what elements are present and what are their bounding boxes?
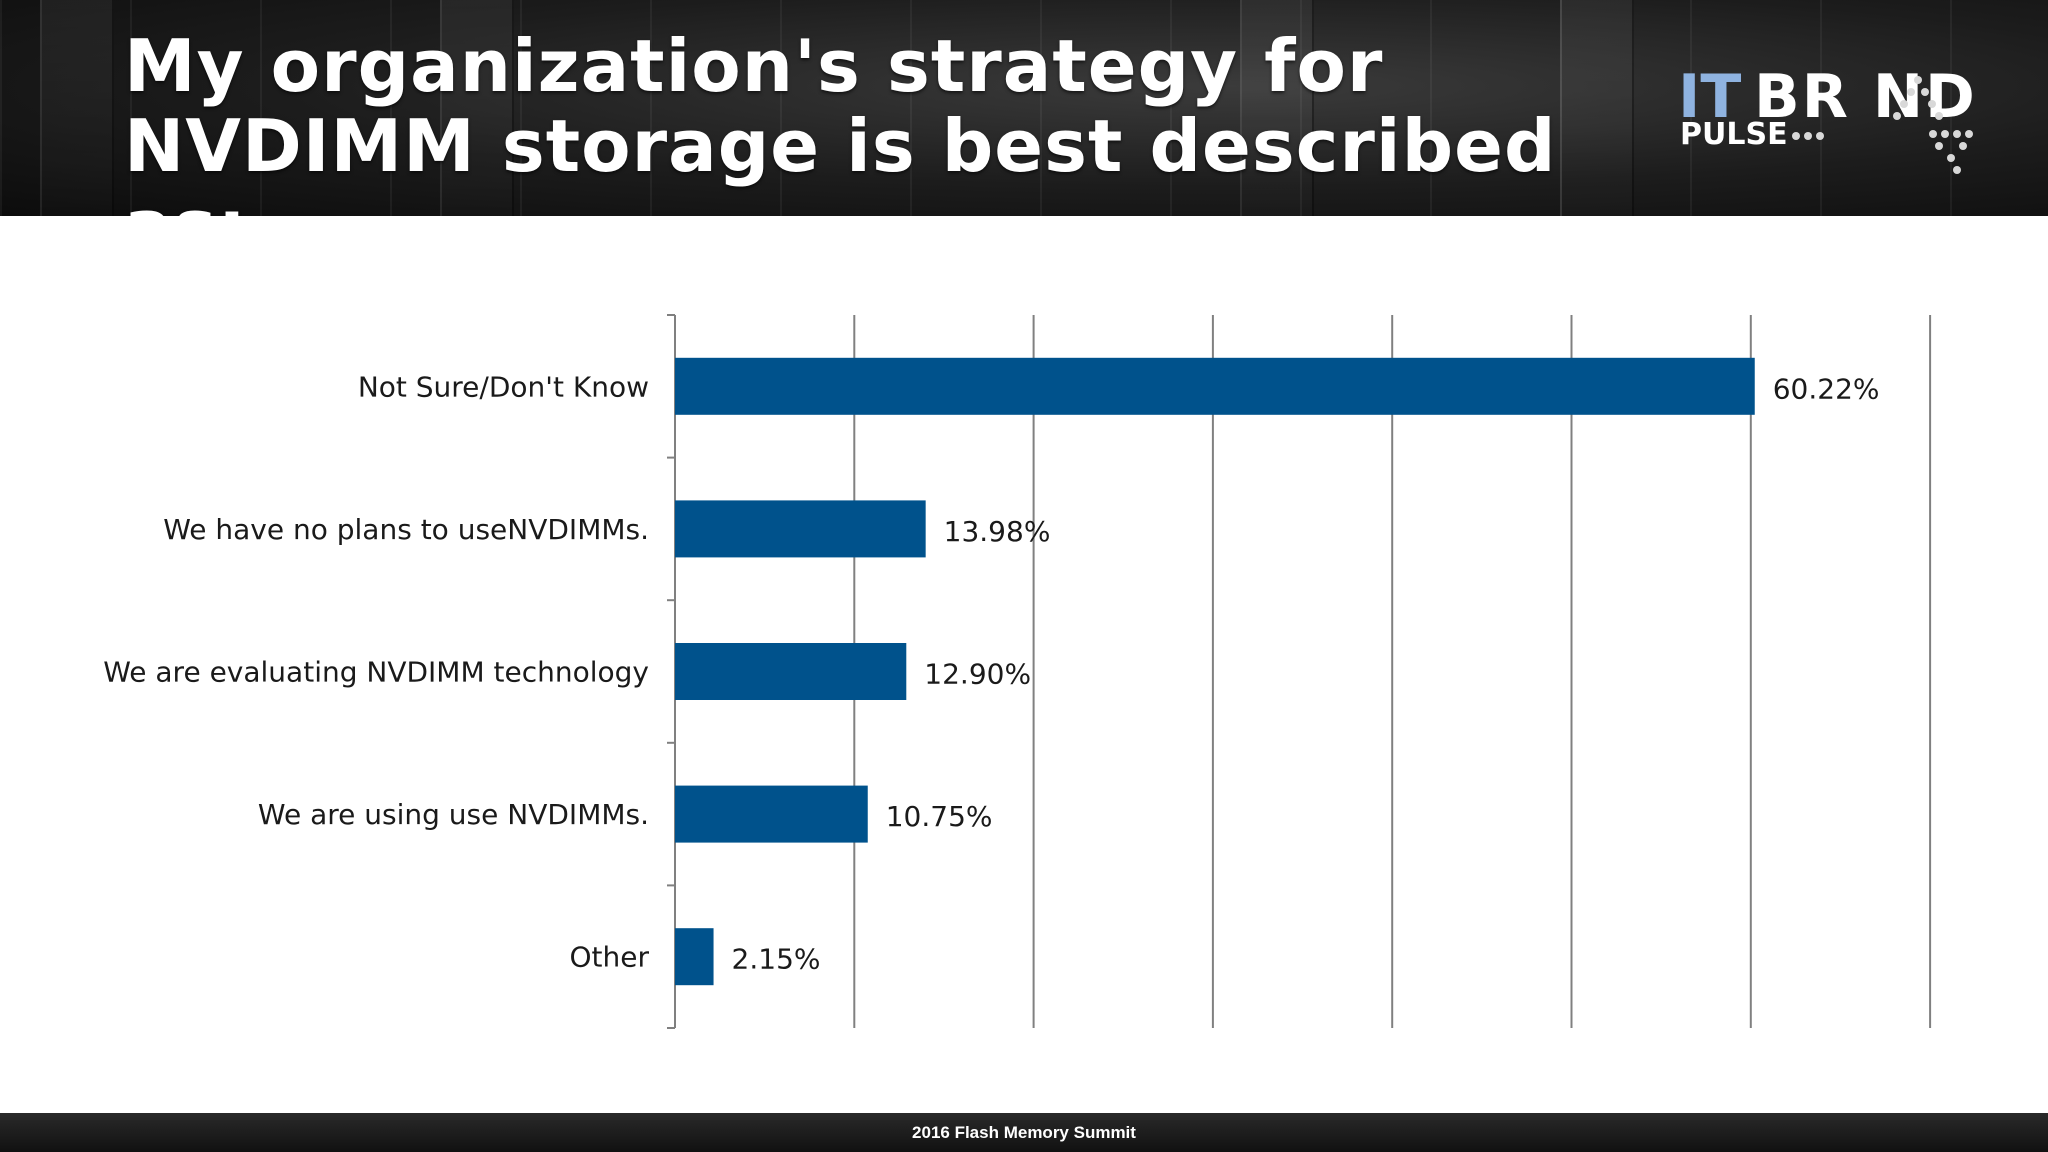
bar — [675, 357, 1755, 415]
data-label: 12.90% — [924, 658, 1031, 691]
background-rack — [1240, 0, 1314, 216]
category-label: We have no plans to useNVDIMMs. — [163, 513, 649, 546]
background-rack — [1560, 0, 1634, 216]
data-label: 60.22% — [1773, 372, 1880, 405]
data-label: 13.98% — [944, 515, 1051, 548]
bar — [675, 928, 714, 986]
category-label: Not Sure/Don't Know — [358, 370, 649, 403]
category-label: Other — [569, 941, 649, 974]
bar — [675, 643, 907, 700]
background-rack — [440, 0, 514, 216]
category-label: We are using use NVDIMMs. — [258, 798, 649, 831]
background-rack — [40, 0, 114, 216]
bar — [675, 500, 926, 558]
logo-dots-icon — [1792, 76, 1973, 174]
footer-text: 2016 Flash Memory Summit — [912, 1123, 1136, 1142]
category-label: We are evaluating NVDIMM technology — [103, 656, 649, 689]
logo-it-text: IT — [1678, 62, 1742, 132]
bar — [675, 785, 868, 843]
slide-footer: 2016 Flash Memory Summit — [0, 1113, 2048, 1152]
data-label: 10.75% — [886, 800, 993, 833]
slide-title: My organization's strategy for NVDIMM st… — [124, 24, 1557, 216]
logo-pulse-text: PULSE — [1680, 117, 1788, 152]
data-label: 2.15% — [732, 943, 821, 976]
itbrand-pulse-logo: IT BR ND PULSE — [1678, 66, 2018, 176]
bar-chart: Not Sure/Don't Know 60.22% We have no plan… — [103, 314, 1932, 1029]
slide-header: My organization's strategy for NVDIMM st… — [0, 0, 2048, 216]
chart-area: Not Sure/Don't Know 60.22% We have no plan… — [0, 216, 2048, 1113]
